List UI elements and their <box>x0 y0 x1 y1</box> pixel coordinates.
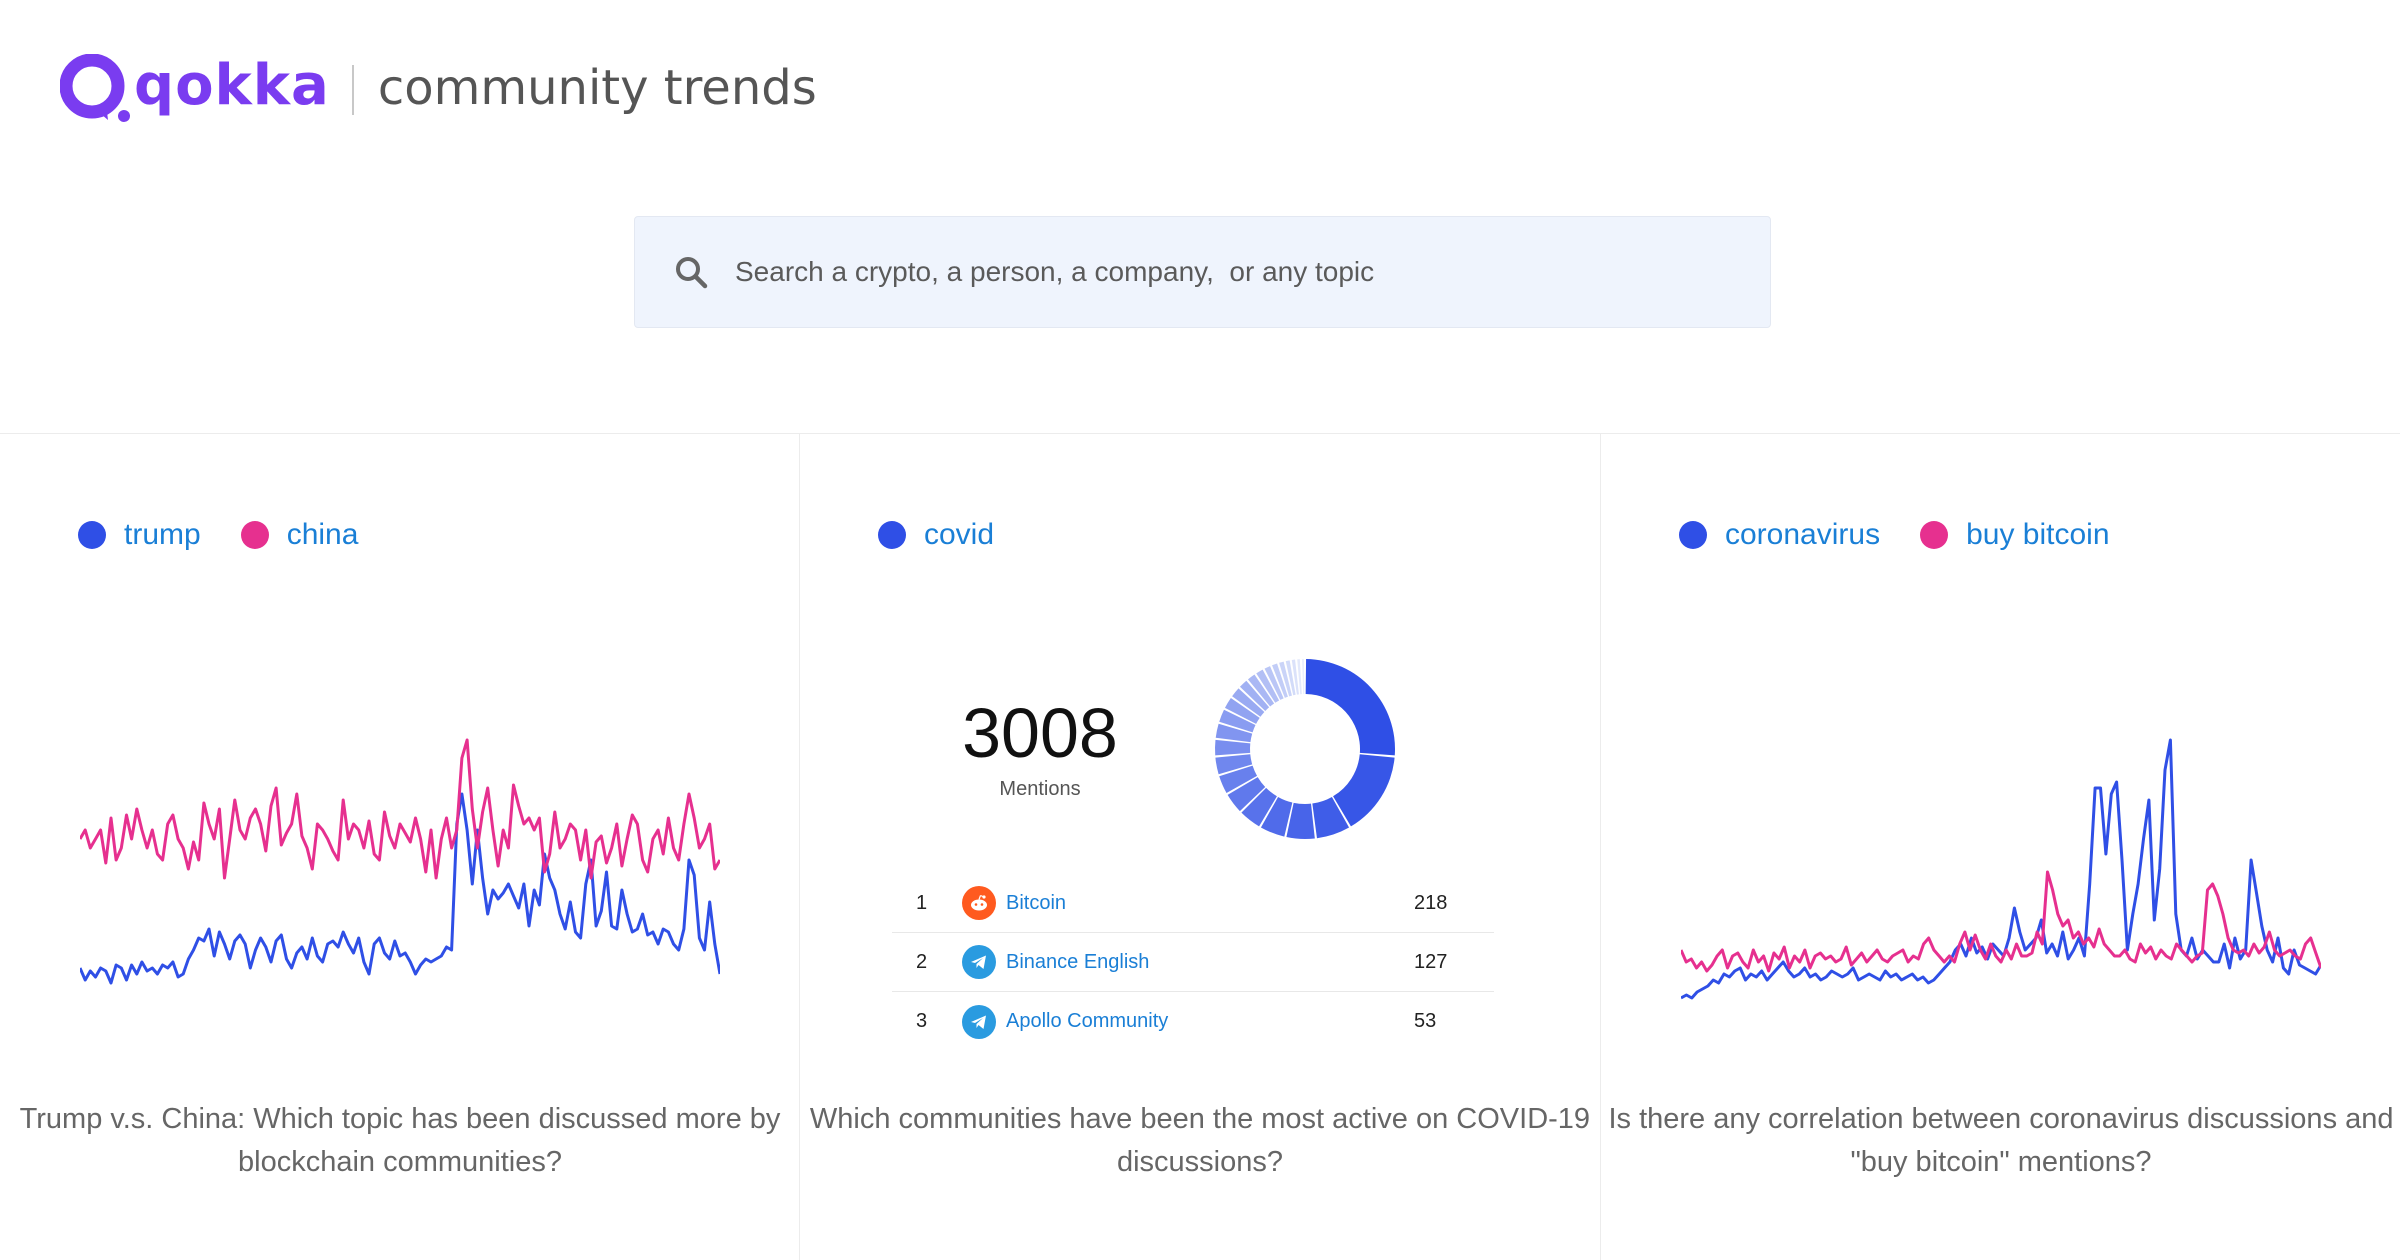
panel-divider <box>1600 433 1601 1260</box>
panel-divider <box>799 433 800 1260</box>
legend-label: china <box>286 518 359 551</box>
reddit-icon <box>962 886 996 920</box>
header: qokka community trends <box>59 53 817 126</box>
card-question[interactable]: Trump v.s. China: Which topic has been d… <box>19 1103 781 1178</box>
donut-slice[interactable] <box>1215 754 1253 775</box>
community-name-link[interactable]: Bitcoin <box>1006 891 1067 914</box>
chart-legend: trump china <box>78 518 398 552</box>
card-question[interactable]: Is there any correlation between coronav… <box>1608 1103 2394 1178</box>
row-count: 53 <box>1414 1010 1437 1032</box>
series-line-trump <box>80 792 720 985</box>
donut-slice[interactable] <box>1312 796 1350 839</box>
search-input[interactable] <box>735 256 1635 288</box>
donut-slice[interactable] <box>1286 802 1315 839</box>
row-rank: 3 <box>916 1010 928 1032</box>
donut-slice[interactable] <box>1224 697 1260 724</box>
row-count: 127 <box>1414 950 1448 973</box>
mentions-donut-chart <box>1215 659 1395 839</box>
series-line-coronavirus <box>1681 738 2321 1000</box>
legend-label: coronavirus <box>1725 518 1881 551</box>
donut-slice[interactable] <box>1264 666 1284 700</box>
series-line-china <box>80 738 720 880</box>
donut-slice[interactable] <box>1219 709 1256 733</box>
search-icon <box>676 257 708 289</box>
community-name-link[interactable]: Binance English <box>1006 950 1150 973</box>
legend-item-buy-bitcoin[interactable]: buy bitcoin <box>1920 518 2110 552</box>
row-rank: 2 <box>916 950 928 973</box>
chart-legend: coronavirus buy bitcoin <box>1679 518 2150 552</box>
row-count: 218 <box>1414 891 1448 914</box>
mentions-caption: Mentions <box>999 778 1081 800</box>
trend-card-trump-china[interactable]: trump china Trump v.s. China: Which topi… <box>0 434 800 1260</box>
chart-legend: covid <box>878 518 1034 552</box>
donut-slice[interactable] <box>1227 777 1266 812</box>
legend-item-covid[interactable]: covid <box>878 518 994 552</box>
qokka-logo-icon[interactable] <box>59 53 132 126</box>
donut-slice[interactable] <box>1219 765 1258 794</box>
section-divider <box>0 433 2400 434</box>
community-name-link[interactable]: Apollo Community <box>1006 1010 1169 1032</box>
legend-item-china[interactable]: china <box>240 518 359 552</box>
donut-slice[interactable] <box>1232 688 1265 717</box>
trump-china-line-chart <box>80 738 720 985</box>
coronavirus-bitcoin-line-chart <box>1681 738 2321 1000</box>
table-row[interactable]: 3 Apollo Community 53 <box>892 992 1494 1051</box>
legend-dot <box>240 521 269 549</box>
legend-dot <box>878 521 906 549</box>
donut-slice[interactable] <box>1285 660 1296 696</box>
donut-slice[interactable] <box>1279 661 1292 697</box>
donut-slice[interactable] <box>1247 674 1275 707</box>
legend-dot <box>1679 521 1707 549</box>
donut-slice[interactable] <box>1256 669 1280 703</box>
donut-slice[interactable] <box>1297 659 1302 695</box>
legend-item-coronavirus[interactable]: coronavirus <box>1679 518 1880 552</box>
legend-label: covid <box>924 518 995 551</box>
donut-slice[interactable] <box>1215 723 1253 743</box>
row-rank: 1 <box>916 891 928 914</box>
search-bar[interactable] <box>634 216 1771 328</box>
donut-slice[interactable] <box>1215 739 1251 756</box>
mentions-count: 3008 <box>962 694 1118 772</box>
table-row[interactable]: 1 Bitcoin 218 <box>892 874 1494 933</box>
trend-card-covid[interactable]: covid 3008 Mentions 1 Bitcoin 218 2 Bina… <box>800 434 1600 1260</box>
card-question[interactable]: Which communities have been the most act… <box>809 1103 1591 1178</box>
legend-label: trump <box>124 518 201 551</box>
series-line-buy-bitcoin <box>1681 870 2321 973</box>
donut-slice[interactable] <box>1239 680 1270 711</box>
legend-dot <box>1920 521 1949 549</box>
donut-slice[interactable] <box>1301 659 1305 695</box>
donut-slice[interactable] <box>1272 663 1288 698</box>
table-row[interactable]: 2 Binance English 127 <box>892 933 1494 992</box>
trend-card-coronavirus-bitcoin[interactable]: coronavirus buy bitcoin Is there any cor… <box>1601 434 2400 1260</box>
telegram-icon <box>962 945 996 979</box>
legend-dot <box>78 521 106 549</box>
donut-slice[interactable] <box>1291 659 1299 695</box>
brand-name[interactable]: qokka <box>134 53 330 118</box>
donut-slice[interactable] <box>1241 787 1277 827</box>
community-table: 1 Bitcoin 218 2 Binance English 127 3 Ap… <box>892 874 1494 1051</box>
telegram-icon <box>962 1004 996 1039</box>
donut-slice[interactable] <box>1305 659 1395 756</box>
page-title: community trends <box>377 60 817 116</box>
header-separator <box>351 65 354 115</box>
legend-item-trump[interactable]: trump <box>78 518 201 552</box>
donut-slice[interactable] <box>1333 754 1395 827</box>
legend-label: buy bitcoin <box>1966 518 2110 551</box>
donut-slice[interactable] <box>1260 796 1293 837</box>
